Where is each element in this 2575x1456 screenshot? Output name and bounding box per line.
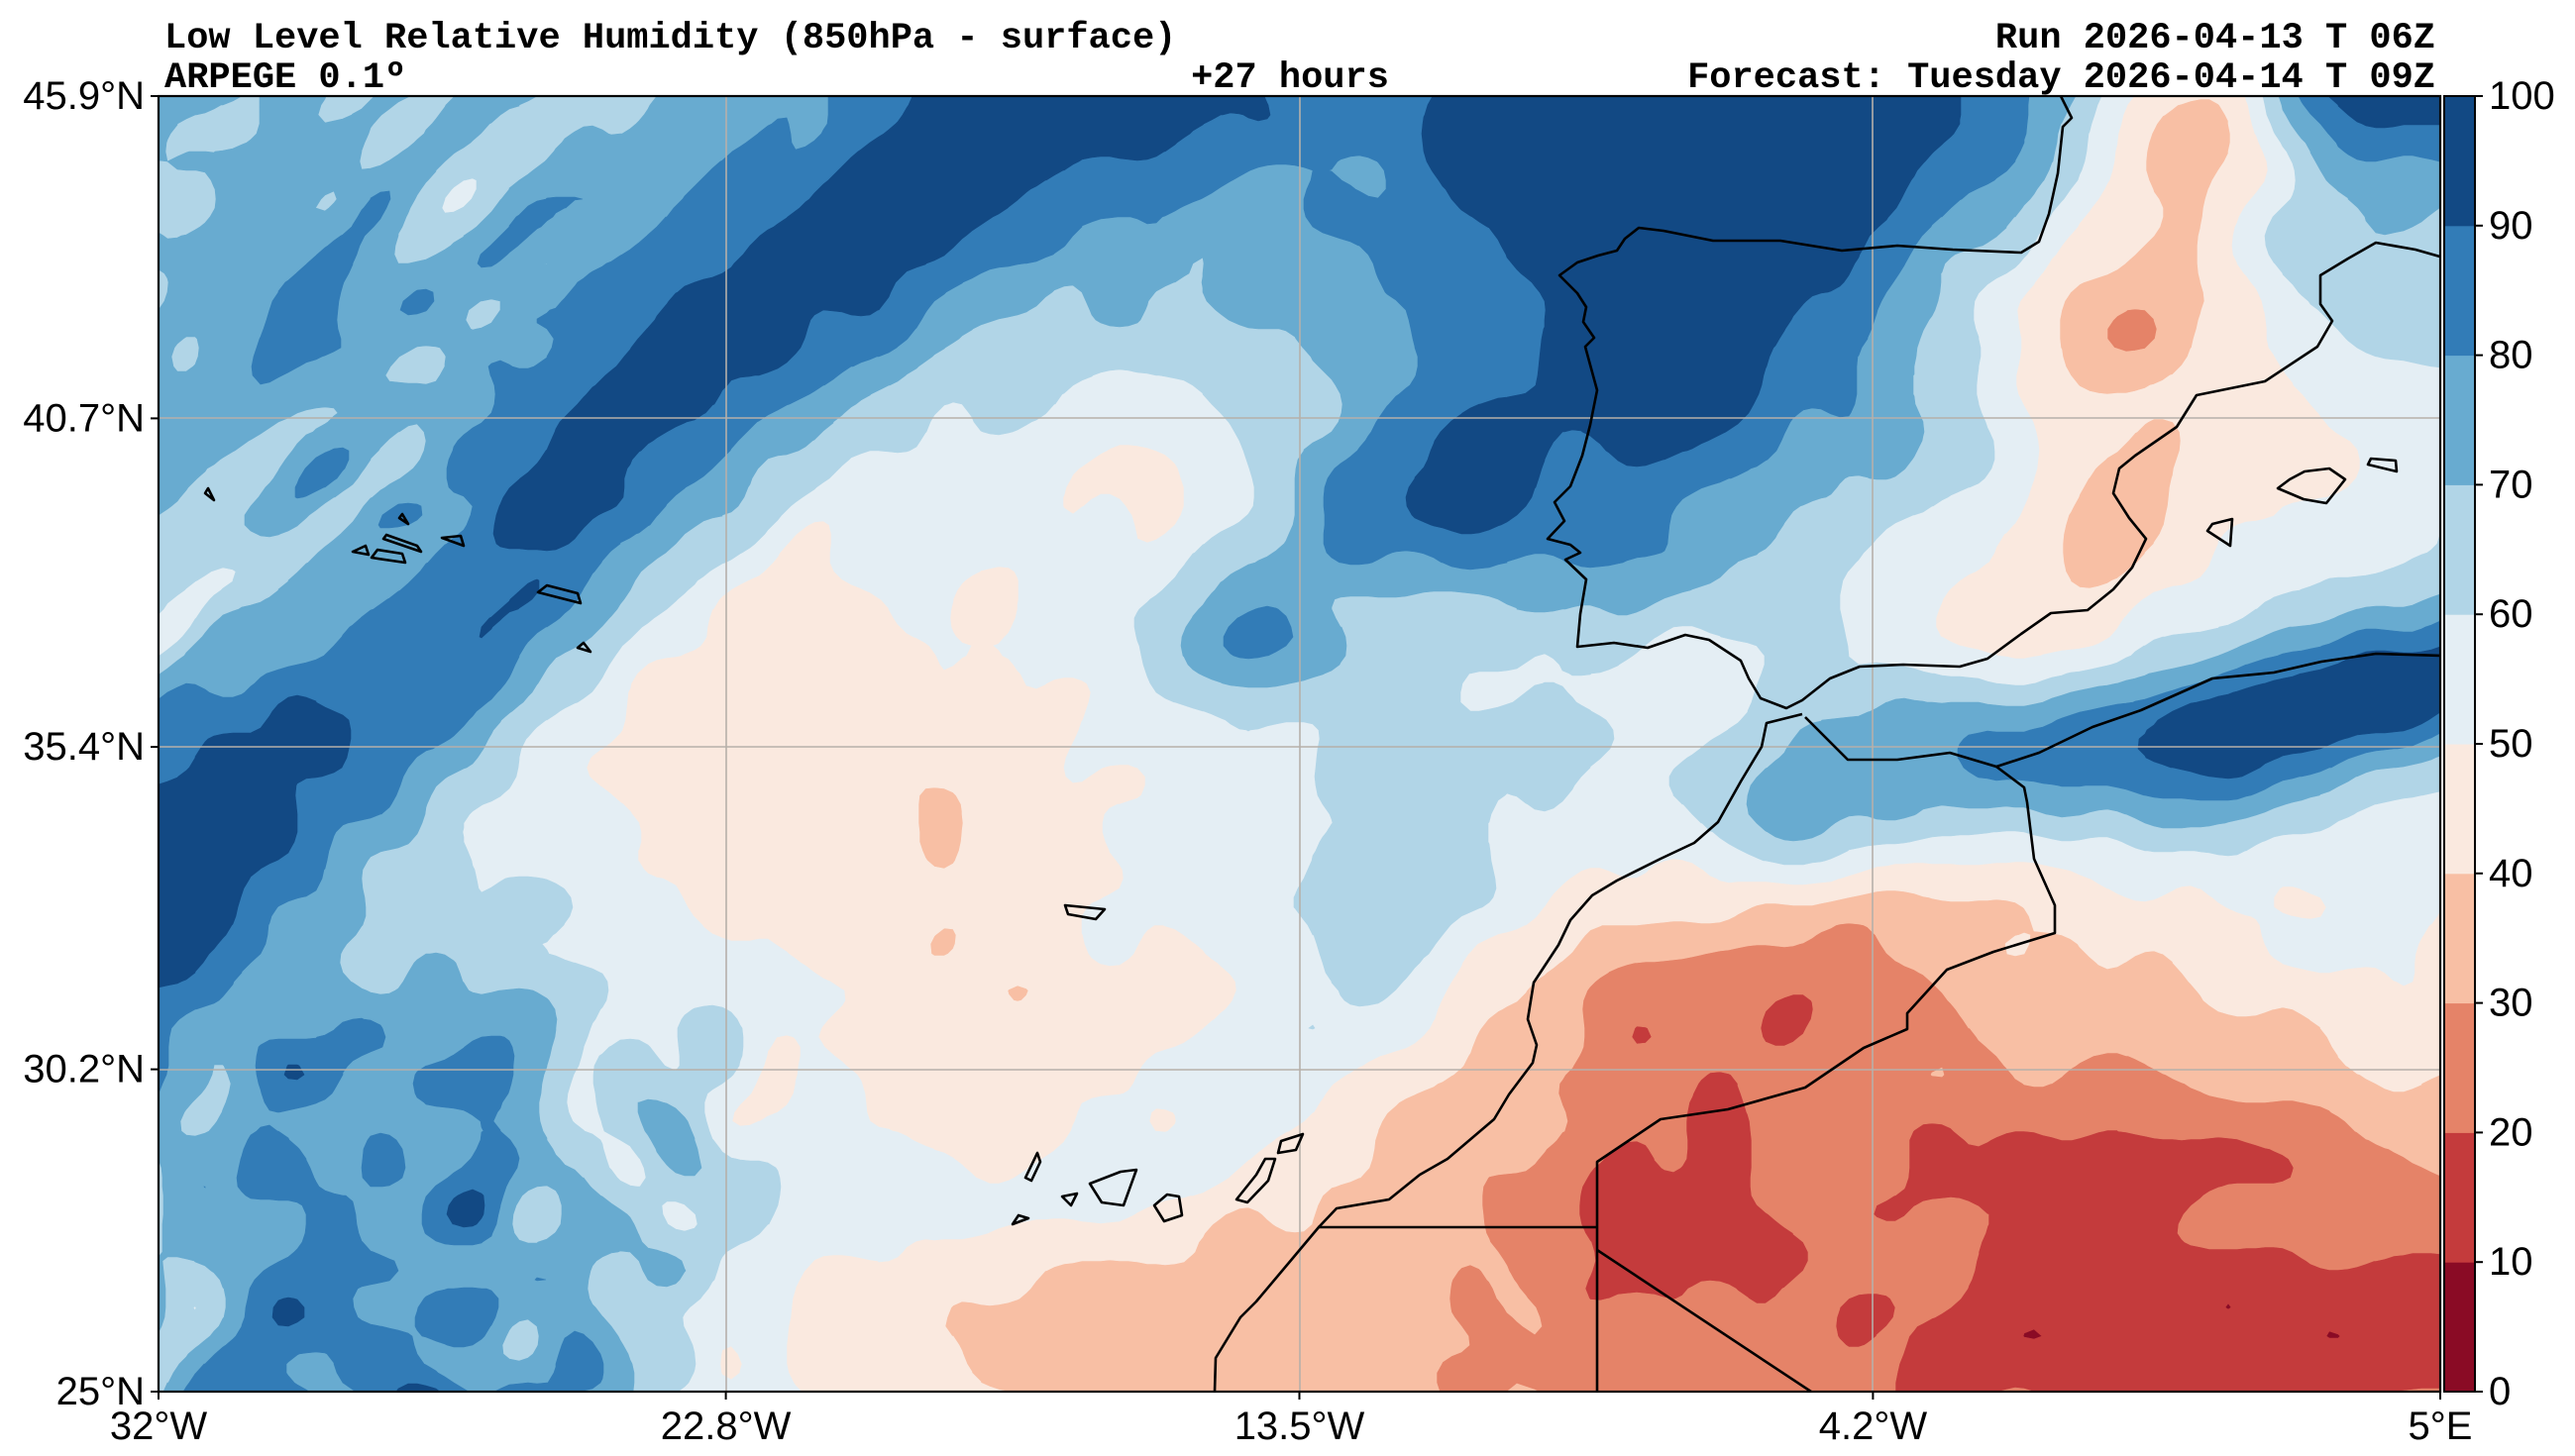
svg-text:4.2°W: 4.2°W [1819,1404,1928,1448]
svg-text:80: 80 [2489,334,2533,377]
svg-text:90: 90 [2489,204,2533,248]
svg-text:40: 40 [2489,852,2533,895]
svg-text:35.4°N: 35.4°N [23,725,145,769]
svg-text:22.8°W: 22.8°W [661,1404,792,1448]
svg-text:50: 50 [2489,722,2533,766]
svg-text:32°W: 32°W [110,1404,207,1448]
svg-text:5°E: 5°E [2409,1404,2473,1448]
svg-text:ARPEGE 0.1º: ARPEGE 0.1º [164,57,406,99]
svg-text:13.5°W: 13.5°W [1234,1404,1365,1448]
svg-text:70: 70 [2489,463,2533,506]
svg-text:Forecast: Tuesday 2026-04-14 T: Forecast: Tuesday 2026-04-14 T 09Z [1687,57,2435,99]
svg-text:0: 0 [2489,1370,2511,1413]
svg-text:40.7°N: 40.7°N [23,396,145,440]
svg-text:20: 20 [2489,1110,2533,1154]
svg-text:Run 2026-04-13 T 06Z: Run 2026-04-13 T 06Z [1995,18,2435,59]
svg-text:30.2°N: 30.2°N [23,1048,145,1092]
svg-text:60: 60 [2489,592,2533,636]
svg-text:45.9°N: 45.9°N [23,74,145,118]
svg-text:10: 10 [2489,1240,2533,1284]
svg-text:30: 30 [2489,982,2533,1025]
svg-text:+27 hours: +27 hours [1191,57,1389,99]
svg-text:100: 100 [2489,74,2555,118]
svg-text:25°N: 25°N [56,1370,145,1413]
svg-text:Low Level Relative Humidity (8: Low Level Relative Humidity (850hPa - su… [164,18,1176,59]
